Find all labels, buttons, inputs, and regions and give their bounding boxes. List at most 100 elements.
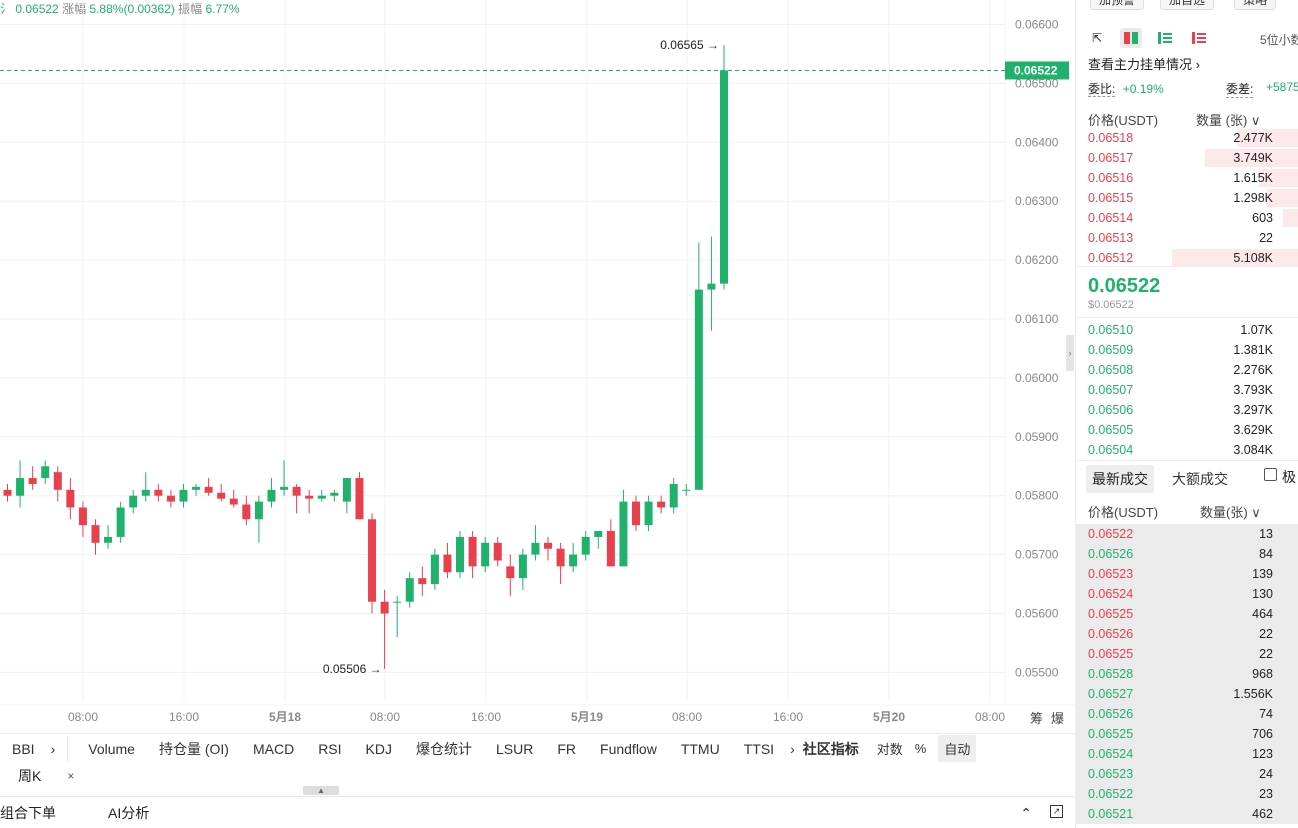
tab-combo-order[interactable]: 组合下单 [0, 804, 56, 821]
stat-change-value: 5.88%(0.00362) [89, 2, 175, 16]
close-icon[interactable]: × [67, 769, 75, 783]
trade-qty: 84 [1259, 547, 1273, 561]
indicator-0[interactable]: BBI [12, 740, 35, 757]
trade-row: 0.06526 22 [1076, 624, 1298, 644]
trade-row: 0.06525 706 [1076, 724, 1298, 744]
bid-row[interactable]: 0.06505 3.629K [1076, 420, 1298, 440]
y-tick-label: 0.06500 [1015, 76, 1059, 90]
depth-bar [1171, 249, 1298, 267]
ask-row[interactable]: 0.06514 603 [1076, 208, 1298, 228]
trade-price: 0.06527 [1088, 687, 1134, 701]
indicator-9[interactable]: FR [557, 740, 577, 757]
indicator-1[interactable]: › [50, 740, 56, 757]
main-orders-link[interactable]: 查看主力挂单情况 › [1088, 57, 1200, 72]
chevron-up-icon[interactable]: ⌃ [1020, 805, 1032, 821]
candle-body [657, 501, 666, 508]
corner-label[interactable]: 筹 [1030, 711, 1043, 726]
trade-price: 0.06523 [1088, 767, 1134, 781]
ask-price: 0.06514 [1088, 211, 1134, 225]
candlestick-chart[interactable]: 0.06600 0.06500 0.06400 0.06300 0.06200 0.061… [0, 0, 1075, 735]
strategy-button[interactable]: 策略 [1234, 0, 1277, 10]
candle-body [518, 554, 527, 579]
y-tick-label: 0.05600 [1015, 607, 1059, 621]
indicator-14[interactable]: 社区指标 [802, 740, 859, 757]
trade-price: 0.06522 [1088, 787, 1134, 801]
indicator-11[interactable]: TTMU [680, 740, 720, 757]
orderbook-header-qty[interactable]: 数量 (张) ∨ [1196, 113, 1261, 128]
candle-body [405, 578, 414, 602]
candle-body [217, 492, 226, 499]
indicator-13[interactable]: › [790, 740, 795, 757]
tab-ai-analysis[interactable]: AI分析 [108, 804, 150, 821]
ask-row[interactable]: 0.06516 1.615K [1076, 168, 1298, 188]
indicator-5[interactable]: RSI [318, 740, 342, 757]
ask-row[interactable]: 0.06518 2.477K [1076, 128, 1298, 148]
candle-body [78, 507, 87, 526]
orderbook-header-price: 价格(USDT) [1088, 113, 1159, 128]
corner-label[interactable]: 爆 [1051, 711, 1064, 726]
candle-body [254, 501, 263, 520]
candle-body [380, 601, 389, 614]
ask-row[interactable]: 0.06517 3.749K [1076, 148, 1298, 168]
trade-row: 0.06523 139 [1076, 564, 1298, 584]
bid-row[interactable]: 0.06510 1.07K [1076, 320, 1298, 340]
trade-qty: 462 [1252, 807, 1273, 821]
trade-qty: 74 [1259, 707, 1273, 721]
indicator-8[interactable]: LSUR [495, 740, 534, 757]
book-both-icon[interactable] [1120, 28, 1142, 48]
indicator-15[interactable]: 对数 [876, 742, 903, 757]
x-tick-label: 16:00 [773, 710, 803, 724]
period-tab-weekly[interactable]: 周K [18, 768, 42, 784]
bid-row[interactable]: 0.06508 2.276K [1076, 360, 1298, 380]
book-asks-icon[interactable] [1188, 28, 1210, 48]
trade-qty: 968 [1252, 667, 1273, 681]
bid-row[interactable]: 0.06504 3.084K [1076, 440, 1298, 460]
indicator-6[interactable]: KDJ [365, 740, 392, 757]
ask-row[interactable]: 0.06515 1.298K [1076, 188, 1298, 208]
candle-body [91, 525, 100, 543]
add-alert-button[interactable]: 加预警 [1090, 0, 1145, 10]
trade-qty: 23 [1259, 787, 1273, 801]
decimals-select[interactable]: 5位小数 [1260, 33, 1298, 47]
trades-header-qty[interactable]: 数量(张) ∨ [1200, 505, 1261, 520]
bid-price: 0.06508 [1088, 363, 1134, 377]
candle-body [116, 507, 125, 537]
bid-row[interactable]: 0.06509 1.381K [1076, 340, 1298, 360]
indicator-10[interactable]: Fundflow [600, 740, 657, 757]
indicator-2[interactable]: Volume [88, 740, 135, 757]
indicator-17[interactable]: 自动 [938, 735, 977, 762]
candle-body [632, 501, 640, 526]
indicator-3[interactable]: 持仓量 (OI) [158, 740, 229, 757]
indicator-16[interactable]: % [914, 741, 927, 756]
candle-body [430, 554, 439, 585]
x-tick-label: 08:00 [672, 710, 702, 724]
orderbook-toolbar: ⇱ 5位小数 [1086, 28, 1298, 48]
add-favorite-button[interactable]: 加自选 [1160, 0, 1215, 10]
book-bids-icon[interactable] [1154, 28, 1176, 48]
bid-row[interactable]: 0.06507 3.793K [1076, 380, 1298, 400]
trade-qty: 130 [1252, 587, 1273, 601]
drag-handle[interactable]: ▲ [303, 786, 339, 795]
indicator-12[interactable]: TTSI [743, 740, 775, 757]
trade-price: 0.06526 [1088, 707, 1134, 721]
tab-latest-trades[interactable]: 最新成交 [1086, 465, 1154, 493]
candle-body [493, 542, 502, 561]
tab-large-trades[interactable]: 大额成交 [1172, 471, 1228, 487]
candle-body [292, 486, 301, 496]
bid-row[interactable]: 0.06506 3.297K [1076, 400, 1298, 420]
popout-icon[interactable]: ↗ [1050, 805, 1063, 818]
trade-price: 0.06525 [1088, 607, 1134, 621]
popout-icon[interactable]: ⇱ [1091, 31, 1103, 45]
ask-row[interactable]: 0.06513 22 [1076, 228, 1298, 248]
trade-row: 0.06528 968 [1076, 664, 1298, 684]
panel-collapse-handle[interactable]: › [1066, 335, 1074, 371]
indicator-4[interactable]: MACD [252, 740, 295, 757]
y-tick-label: 0.06600 [1015, 18, 1059, 32]
candle-body [556, 548, 565, 567]
x-tick-label: 5月20 [873, 710, 905, 724]
asks-list: 0.06518 2.477K 0.06517 3.749K 0.06516 1.615K 0… [1076, 128, 1298, 268]
indicator-7[interactable]: 爆仓统计 [415, 740, 472, 757]
trade-row: 0.06524 130 [1076, 584, 1298, 604]
ask-row[interactable]: 0.06512 5.108K [1076, 248, 1298, 268]
checkbox[interactable] [1264, 468, 1277, 481]
